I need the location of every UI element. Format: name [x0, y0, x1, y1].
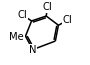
Text: N: N — [29, 45, 37, 55]
Text: Cl: Cl — [63, 15, 73, 25]
Text: Cl: Cl — [17, 10, 27, 20]
Text: Cl: Cl — [43, 2, 52, 12]
Text: Me: Me — [9, 32, 24, 42]
